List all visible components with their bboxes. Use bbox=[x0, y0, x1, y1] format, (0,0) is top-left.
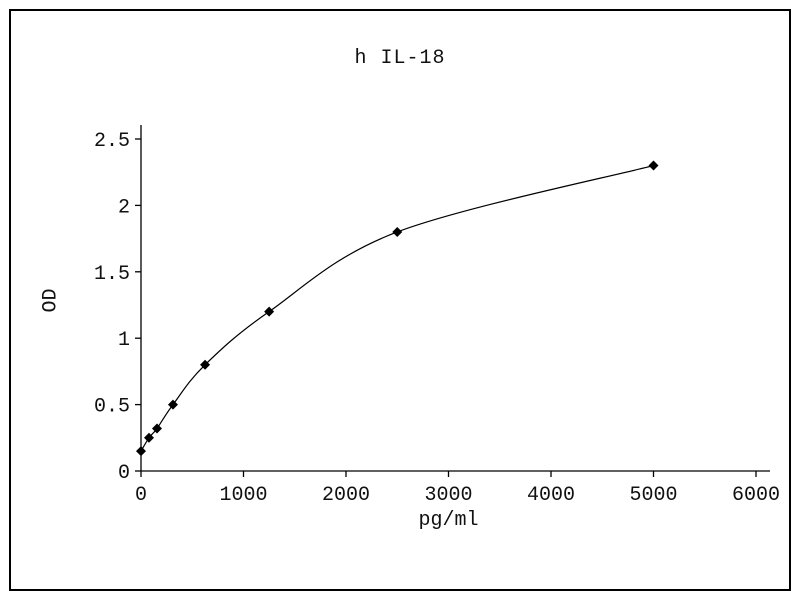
y-tick-label: 1.5 bbox=[94, 263, 130, 286]
y-tick-label: 2.5 bbox=[94, 130, 130, 153]
data-point-marker bbox=[264, 306, 275, 317]
data-point-marker bbox=[392, 226, 403, 237]
standard-curve-plot: 0 1000 2000 3000 4000 5000 6000 0 0.5 1 1.5 2 2.5 bbox=[94, 125, 780, 507]
x-tick-label: 6000 bbox=[732, 484, 780, 507]
x-tick-label: 0 bbox=[135, 484, 147, 507]
data-point-marker bbox=[200, 359, 211, 370]
curve-path bbox=[140, 164, 654, 452]
chart-frame: h IL-18 OD pg/ml 0 1000 2000 3000 4000 5000 60… bbox=[9, 9, 791, 591]
y-tick-label: 1 bbox=[118, 329, 130, 352]
data-point-marker bbox=[151, 423, 162, 434]
x-axis-label: pg/ml bbox=[418, 509, 479, 532]
data-point-marker bbox=[143, 432, 154, 443]
y-tick-label: 0 bbox=[118, 462, 130, 485]
data-point-marker bbox=[648, 160, 659, 171]
x-tick-label: 2000 bbox=[322, 484, 370, 507]
x-tick-label: 5000 bbox=[629, 484, 677, 507]
data-point-marker bbox=[167, 399, 178, 410]
y-tick-label: 0.5 bbox=[94, 396, 130, 419]
x-tick-label: 3000 bbox=[424, 484, 472, 507]
x-tick-label: 4000 bbox=[527, 484, 575, 507]
data-point-marker bbox=[136, 446, 146, 457]
y-tick-label: 2 bbox=[118, 196, 130, 219]
x-tick-label: 1000 bbox=[219, 484, 267, 507]
chart-title: h IL-18 bbox=[354, 47, 446, 70]
